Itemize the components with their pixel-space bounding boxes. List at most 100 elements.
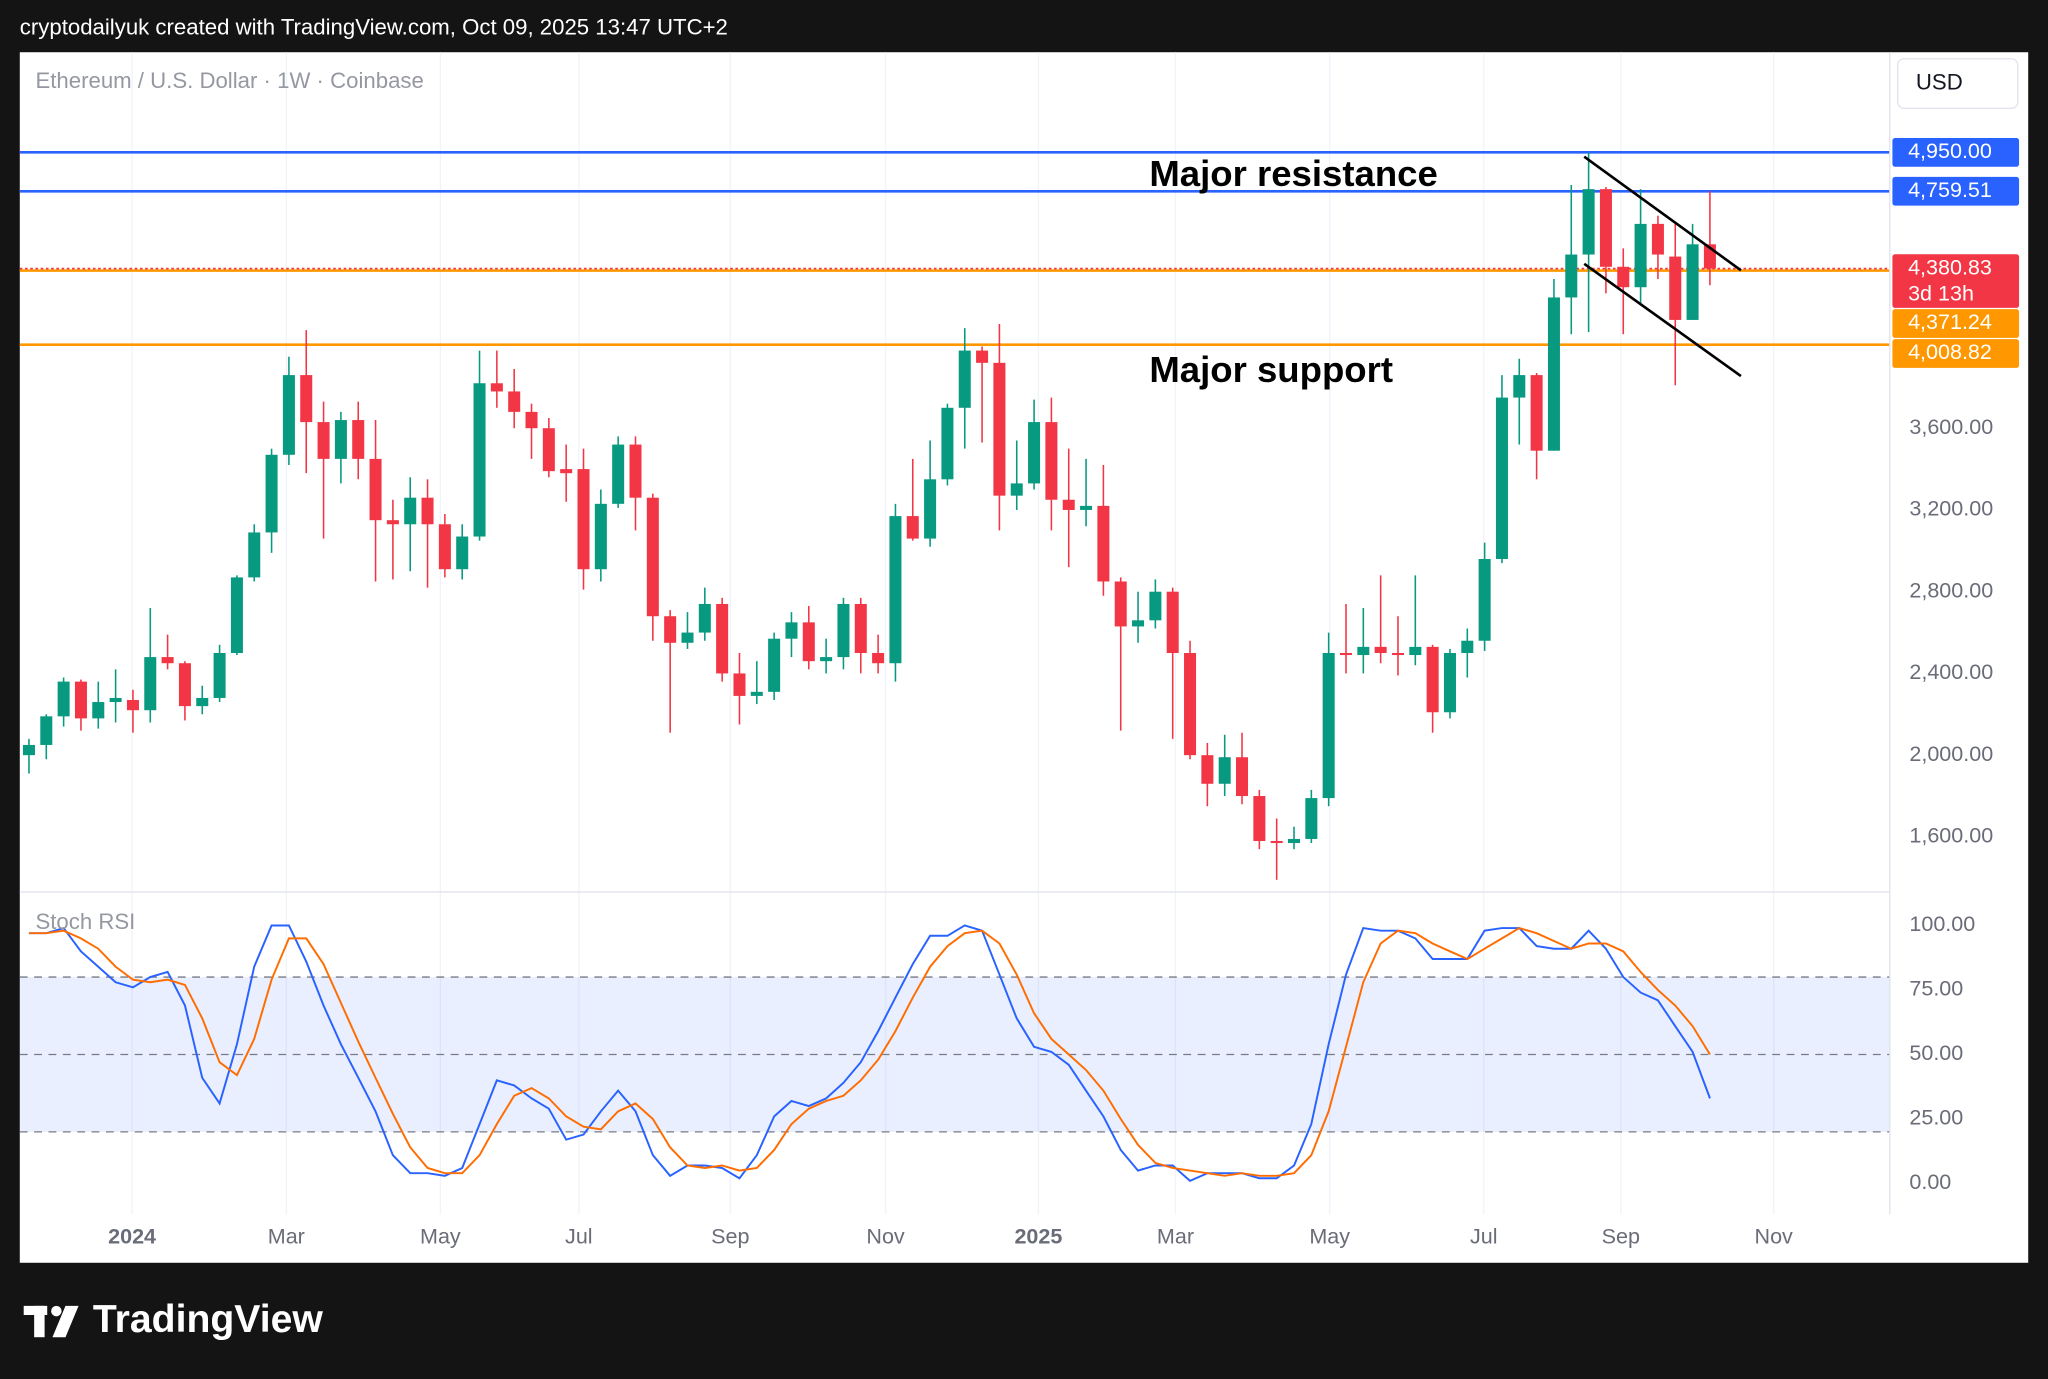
- candle-body: [1288, 838, 1301, 844]
- candle-body: [144, 657, 157, 711]
- candle-body: [820, 657, 833, 662]
- candle-body: [1478, 559, 1491, 641]
- candle-body: [802, 622, 815, 662]
- candle-body: [421, 497, 434, 525]
- candle-body: [1409, 646, 1422, 656]
- candle-body: [1582, 189, 1595, 255]
- level-label: 4,371.24: [1908, 310, 1992, 334]
- candle-body: [1547, 297, 1560, 451]
- candle-body: [716, 603, 729, 674]
- candle-body: [1149, 591, 1162, 621]
- candle-body: [1461, 640, 1474, 653]
- annotation: Major support: [1149, 349, 1393, 390]
- level-label-box: [1892, 254, 2020, 308]
- candle-body: [594, 503, 607, 570]
- candle-body: [213, 652, 226, 698]
- candle-body: [282, 375, 295, 455]
- candle-body: [1253, 796, 1266, 841]
- candle-body: [352, 420, 365, 459]
- candle-body: [40, 716, 53, 745]
- candle-body: [1184, 652, 1197, 756]
- candle-body: [161, 657, 174, 664]
- logo-part: [51, 1305, 62, 1317]
- candle-body: [473, 383, 486, 537]
- candle-body: [872, 652, 885, 664]
- y-tick-label: 3,600.00: [1909, 415, 1993, 439]
- candle-body: [317, 422, 330, 459]
- level-label-box: [1892, 137, 2020, 167]
- logo-icon: [23, 1305, 79, 1338]
- candle-body: [733, 673, 746, 696]
- candle-body: [976, 350, 989, 363]
- candle-body: [941, 407, 954, 480]
- candle-body: [438, 524, 451, 570]
- candle-body: [681, 632, 694, 643]
- candle-body: [1045, 422, 1058, 500]
- candle-body: [92, 702, 105, 719]
- y-tick-label: 100.00: [1909, 912, 1975, 936]
- candle-body: [1686, 244, 1699, 320]
- candle-body: [1097, 505, 1110, 582]
- candle-body: [334, 420, 347, 459]
- candle-body: [386, 520, 399, 525]
- candle-body: [1062, 499, 1075, 510]
- candle-body: [300, 375, 313, 423]
- candle-body: [1010, 483, 1023, 496]
- candle-body: [854, 603, 867, 653]
- candle-body: [265, 454, 278, 533]
- candle-body: [1426, 646, 1439, 713]
- y-tick-label: 2,000.00: [1909, 742, 1993, 766]
- candle-body: [1166, 591, 1179, 653]
- channel-upper: [1583, 155, 1742, 272]
- x-tick-label: Jul: [565, 1225, 593, 1249]
- y-tick-label: 25.00: [1909, 1106, 1963, 1130]
- candle-body: [577, 469, 590, 570]
- candle-body: [906, 516, 919, 539]
- candle-body: [456, 536, 469, 570]
- candle-body: [542, 428, 555, 472]
- x-tick-label: 2025: [1014, 1225, 1062, 1249]
- candle-body: [1565, 254, 1578, 298]
- candle-body: [1236, 757, 1249, 797]
- candle-body: [1339, 652, 1353, 656]
- level-label: 4,380.83: [1908, 255, 1992, 279]
- level-label-box: [1892, 176, 2020, 206]
- candle-body: [1495, 397, 1508, 560]
- candle-body: [1132, 620, 1145, 627]
- y-tick-label: 2,800.00: [1909, 578, 1993, 602]
- candle-body: [1322, 652, 1335, 799]
- currency-button[interactable]: [1896, 58, 2019, 110]
- indicator-title: Stoch RSI: [35, 909, 135, 934]
- logo-part: [52, 1305, 79, 1338]
- candle-body: [1599, 189, 1612, 267]
- candle-body: [750, 691, 763, 696]
- y-tick-label: 75.00: [1909, 977, 1963, 1001]
- level-countdown: 3d 13h: [1908, 281, 1974, 305]
- indicator-line: [28, 927, 1711, 1177]
- x-tick-label: Jul: [1470, 1225, 1498, 1249]
- x-tick-label: May: [420, 1225, 461, 1249]
- logo-part: [34, 1305, 45, 1338]
- level-label: 4,008.82: [1908, 340, 1992, 364]
- candle-body: [404, 497, 417, 525]
- candle-body: [248, 532, 261, 578]
- candle-body: [664, 616, 677, 643]
- y-tick-label: 50.00: [1909, 1041, 1963, 1065]
- x-tick-label: Sep: [1602, 1225, 1640, 1249]
- candle-body: [1530, 375, 1543, 451]
- candle-body: [74, 681, 87, 719]
- y-tick-label: 3,200.00: [1909, 497, 1993, 521]
- level-label: 4,759.51: [1908, 178, 1992, 202]
- candle-body: [1201, 755, 1214, 784]
- candle-body: [109, 697, 122, 703]
- candle-body: [1634, 223, 1647, 288]
- candle-body: [1218, 757, 1231, 784]
- x-tick-label: 2024: [108, 1225, 156, 1249]
- candle-body: [612, 444, 625, 504]
- x-tick-label: Mar: [268, 1225, 305, 1249]
- candle-body: [196, 697, 209, 707]
- candle-body: [1651, 223, 1664, 255]
- candle-body: [1617, 266, 1630, 288]
